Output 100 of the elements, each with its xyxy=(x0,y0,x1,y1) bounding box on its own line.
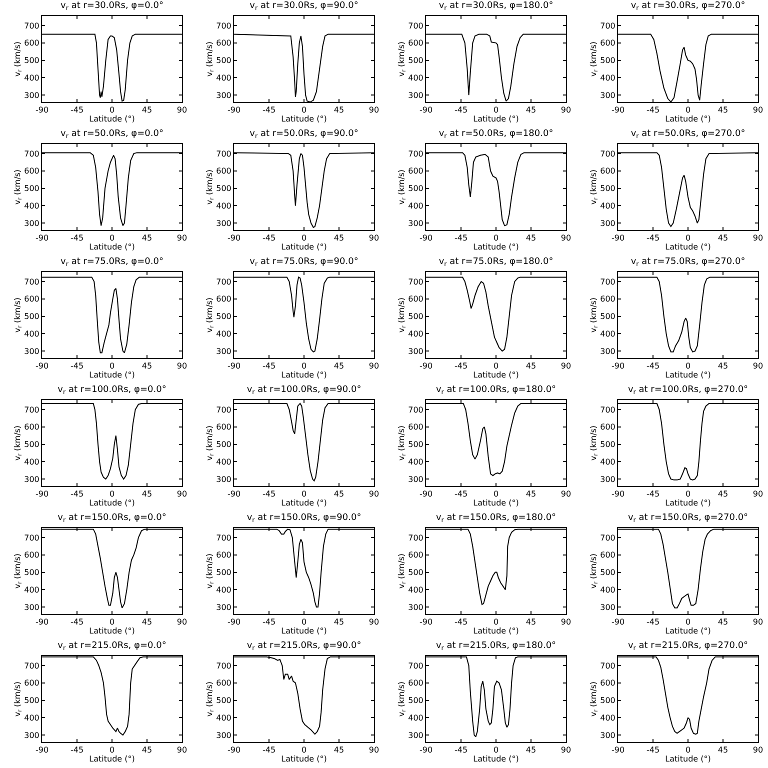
x-tick-label: 45 xyxy=(718,362,728,371)
y-tick-label: 500 xyxy=(600,696,616,706)
x-tick-label: -90 xyxy=(227,106,241,115)
x-tick-label: 90 xyxy=(368,234,380,243)
x-tick-label: -45 xyxy=(70,490,84,499)
y-tick-label: 600 xyxy=(600,550,616,560)
x-tick-label: 45 xyxy=(334,234,344,243)
x-axis-title: Latitude (°) xyxy=(473,626,519,636)
x-tick-label: 90 xyxy=(752,362,764,371)
y-tick-label: 700 xyxy=(408,405,424,414)
y-tick-label: 600 xyxy=(24,550,40,560)
y-tick-label: 300 xyxy=(24,346,40,356)
x-tick-label: 90 xyxy=(560,234,572,243)
y-tick-label: 400 xyxy=(600,201,616,210)
y-tick-label: 700 xyxy=(600,149,616,158)
x-tick-label: 45 xyxy=(718,234,728,243)
y-tick-label: 700 xyxy=(216,661,232,670)
x-axis-title: Latitude (°) xyxy=(89,498,135,508)
y-tick-label: 400 xyxy=(216,73,232,82)
chart-title: v$_{r}$ at r=150.0Rs, φ=90.0° xyxy=(246,513,362,524)
y-tick-label: 600 xyxy=(408,422,424,432)
y-tick-label: 400 xyxy=(408,73,424,82)
x-tick-label: -45 xyxy=(646,362,660,371)
x-axis-title: Latitude (°) xyxy=(89,626,135,636)
chart-title: v$_{r}$ at r=100.0Rs, φ=0.0° xyxy=(58,385,166,396)
x-tick-label: 0 xyxy=(109,106,115,115)
x-tick-label: 0 xyxy=(493,618,499,627)
chart-title: v$_{r}$ at r=50.0Rs, φ=90.0° xyxy=(250,129,358,140)
y-tick-label: 400 xyxy=(408,713,424,722)
y-tick-label: 700 xyxy=(216,277,232,286)
y-tick-label: 300 xyxy=(408,602,424,612)
y-tick-label: 500 xyxy=(216,568,232,578)
x-tick-label: -45 xyxy=(70,746,84,755)
y-tick-label: 500 xyxy=(24,568,40,578)
x-tick-label: -90 xyxy=(419,746,433,755)
y-tick-label: 600 xyxy=(24,678,40,688)
x-tick-label: 90 xyxy=(176,362,188,371)
x-tick-label: 45 xyxy=(142,106,152,115)
x-tick-label: 45 xyxy=(334,618,344,627)
y-tick-label: 500 xyxy=(600,184,616,194)
x-tick-label: 0 xyxy=(493,106,499,115)
y-tick-label: 400 xyxy=(600,457,616,466)
y-tick-label: 300 xyxy=(600,730,616,740)
x-tick-label: 45 xyxy=(718,746,728,755)
y-tick-label: 300 xyxy=(24,730,40,740)
x-tick-label: 90 xyxy=(752,234,764,243)
y-tick-label: 700 xyxy=(216,405,232,414)
x-tick-label: -45 xyxy=(262,234,276,243)
x-tick-label: -45 xyxy=(262,490,276,499)
y-tick-label: 300 xyxy=(24,90,40,100)
y-tick-label: 500 xyxy=(24,56,40,66)
y-tick-label: 500 xyxy=(216,696,232,706)
x-axis-title: Latitude (°) xyxy=(473,114,519,124)
chart-title: v$_{r}$ at r=75.0Rs, φ=90.0° xyxy=(250,257,358,268)
x-tick-label: 0 xyxy=(685,490,691,499)
y-tick-label: 300 xyxy=(408,346,424,356)
y-tick-label: 500 xyxy=(408,56,424,66)
y-tick-label: 400 xyxy=(408,201,424,210)
x-tick-label: 90 xyxy=(176,618,188,627)
x-tick-label: -90 xyxy=(35,618,49,627)
x-tick-label: 45 xyxy=(526,234,536,243)
x-tick-label: 90 xyxy=(368,362,380,371)
y-tick-label: 300 xyxy=(216,218,232,228)
y-tick-label: 600 xyxy=(408,38,424,48)
x-tick-label: -90 xyxy=(419,106,433,115)
x-tick-label: -90 xyxy=(611,362,625,371)
x-tick-label: -90 xyxy=(611,106,625,115)
x-tick-label: 45 xyxy=(142,362,152,371)
x-tick-label: 0 xyxy=(685,362,691,371)
x-tick-label: -45 xyxy=(262,746,276,755)
y-tick-label: 600 xyxy=(600,678,616,688)
y-tick-label: 700 xyxy=(24,149,40,158)
x-tick-label: -45 xyxy=(454,362,468,371)
y-tick-label: 600 xyxy=(600,166,616,176)
x-axis-title: Latitude (°) xyxy=(281,242,327,252)
chart-title: v$_{r}$ at r=75.0Rs, φ=0.0° xyxy=(60,257,164,268)
x-tick-label: -45 xyxy=(70,234,84,243)
x-tick-label: -45 xyxy=(262,618,276,627)
y-tick-label: 500 xyxy=(216,440,232,450)
x-axis-title: Latitude (°) xyxy=(665,626,711,636)
y-tick-label: 600 xyxy=(408,294,424,304)
y-tick-label: 600 xyxy=(600,294,616,304)
x-tick-label: 45 xyxy=(142,490,152,499)
x-tick-label: -90 xyxy=(35,490,49,499)
x-tick-label: 0 xyxy=(301,746,307,755)
x-tick-label: 90 xyxy=(176,490,188,499)
x-tick-label: -90 xyxy=(35,746,49,755)
y-tick-label: 600 xyxy=(408,678,424,688)
x-tick-label: -90 xyxy=(227,362,241,371)
y-tick-label: 600 xyxy=(216,294,232,304)
x-tick-label: -90 xyxy=(419,362,433,371)
y-tick-label: 400 xyxy=(24,201,40,210)
x-tick-label: 90 xyxy=(368,746,380,755)
y-tick-label: 700 xyxy=(600,661,616,670)
x-tick-label: 90 xyxy=(560,362,572,371)
y-tick-label: 300 xyxy=(24,602,40,612)
x-tick-label: -45 xyxy=(454,746,468,755)
x-tick-label: -45 xyxy=(454,234,468,243)
y-tick-label: 400 xyxy=(216,457,232,466)
y-tick-label: 400 xyxy=(216,201,232,210)
